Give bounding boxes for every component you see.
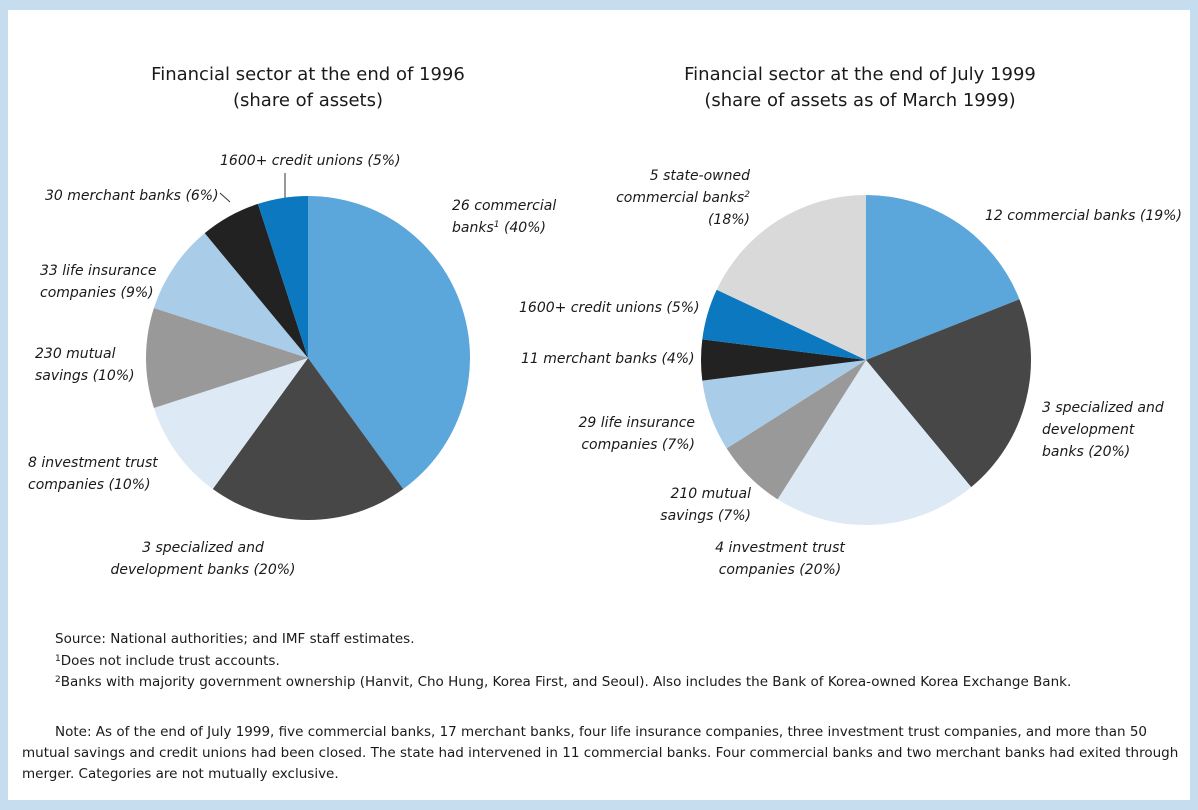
chart-title: Financial sector at the end of July 1999 xyxy=(684,64,1036,85)
slice-label-value: (20%) xyxy=(1088,444,1131,460)
slice-label-value: (40%) xyxy=(503,220,546,236)
slice-label-value: (20%) xyxy=(799,562,842,578)
chart-title: Financial sector at the end of 1996 xyxy=(151,64,465,85)
pie-slice xyxy=(866,195,1020,360)
slice-label: 29 life insurance companies (7%) xyxy=(545,412,695,456)
slice-label-value: (20%) xyxy=(253,562,296,578)
footnote-text: Banks with majority government ownership… xyxy=(60,674,1072,690)
slice-label-value: (10%) xyxy=(92,368,135,384)
slice-label: 30 merchant banks (6%) xyxy=(45,185,219,207)
footnote-marker: 1 xyxy=(55,654,61,664)
slice-label-value: (9%) xyxy=(120,285,154,301)
slice-label-value: (5%) xyxy=(367,153,401,169)
slice-label-name: 210 mutual savings xyxy=(660,486,751,524)
slice-label: 4 investment trust companies (20%) xyxy=(690,537,870,581)
slice-label: 33 life insurance companies (9%) xyxy=(40,260,185,304)
slice-label: 230 mutual savings (10%) xyxy=(35,343,135,387)
slice-label-name: 230 mutual savings xyxy=(35,346,116,384)
slice-label: 12 commercial banks (19%) xyxy=(985,205,1182,227)
pie-slice xyxy=(702,360,866,449)
pie-slice xyxy=(212,358,404,520)
slice-label-name: 5 state-owned commercial banks xyxy=(616,168,750,206)
leader-line xyxy=(219,192,231,203)
slice-label: 3 specialized and development banks (20%… xyxy=(1042,397,1172,463)
slice-label-value: (19%) xyxy=(1139,208,1182,224)
pie-slice xyxy=(716,195,866,360)
slice-label-name: 33 life insurance companies xyxy=(40,263,157,301)
pie-slice xyxy=(308,196,471,490)
slice-label-name: 3 specialized and development banks xyxy=(1042,400,1164,460)
pie-slice xyxy=(866,299,1031,488)
pie-slice xyxy=(700,339,866,381)
slice-label: 210 mutual savings (7%) xyxy=(651,483,751,527)
slice-label: 26 commercial banks1 (40%) xyxy=(452,195,562,239)
slice-label: 5 state-owned commercial banks2 (18%) xyxy=(610,165,750,231)
pie-slice xyxy=(702,289,866,360)
slice-label-value: (7%) xyxy=(717,508,751,524)
slice-label-value: (4%) xyxy=(661,351,695,367)
slice-label-name: 29 life insurance companies xyxy=(578,415,695,453)
slice-label-name: 1600+ credit unions xyxy=(220,153,363,169)
footnote-marker: 2 xyxy=(55,675,61,685)
footnote: 1Does not include trust accounts. xyxy=(22,651,1182,672)
pie-slice xyxy=(204,203,308,358)
pie-slice xyxy=(153,358,308,490)
pie-slice xyxy=(146,307,308,409)
source: Source: National authorities; and IMF st… xyxy=(55,631,415,647)
footnote-marker: 2 xyxy=(744,190,750,200)
footnote-marker: 1 xyxy=(493,220,500,230)
pie-slice xyxy=(153,233,308,358)
slice-label: 8 investment trust companies (10%) xyxy=(28,452,173,496)
slice-label-name: 12 commercial banks xyxy=(985,208,1136,224)
pie-slice xyxy=(726,360,866,500)
slice-label: 3 specialized and development banks (20%… xyxy=(103,537,303,581)
chart-subtitle: (share of assets as of March 1999) xyxy=(704,90,1016,111)
slice-label: 11 merchant banks (4%) xyxy=(521,348,695,370)
slice-label-value: (5%) xyxy=(666,300,700,316)
slice-label-name: 30 merchant banks xyxy=(45,188,181,204)
slice-label-name: 1600+ credit unions xyxy=(519,300,662,316)
charts xyxy=(146,173,1031,525)
footnote: 2Banks with majority government ownershi… xyxy=(22,672,1182,693)
slice-label: 1600+ credit unions (5%) xyxy=(220,150,401,172)
slice-label-value: (18%) xyxy=(707,212,750,228)
slice-label-name: 11 merchant banks xyxy=(521,351,657,367)
note: Note: As of the end of July 1999, five c… xyxy=(22,724,1179,782)
pie-slice xyxy=(257,196,308,358)
pie-slice xyxy=(777,360,972,525)
slice-label-name: 4 investment trust companies xyxy=(715,540,845,578)
footnote-text: Does not include trust accounts. xyxy=(60,653,280,669)
slice-label-value: (10%) xyxy=(108,477,151,493)
slice-label-name: 8 investment trust companies xyxy=(28,455,158,493)
slice-label-name: 3 specialized and development banks xyxy=(110,540,264,578)
slice-label-value: (6%) xyxy=(185,188,219,204)
chart-subtitle: (share of assets) xyxy=(232,90,384,111)
slice-label: 1600+ credit unions (5%) xyxy=(519,297,700,319)
panel: Financial sector at the end of 1996 (sha… xyxy=(8,10,1190,800)
slice-label-value: (7%) xyxy=(661,437,695,453)
slice-label-name: 26 commercial banks xyxy=(452,198,557,236)
